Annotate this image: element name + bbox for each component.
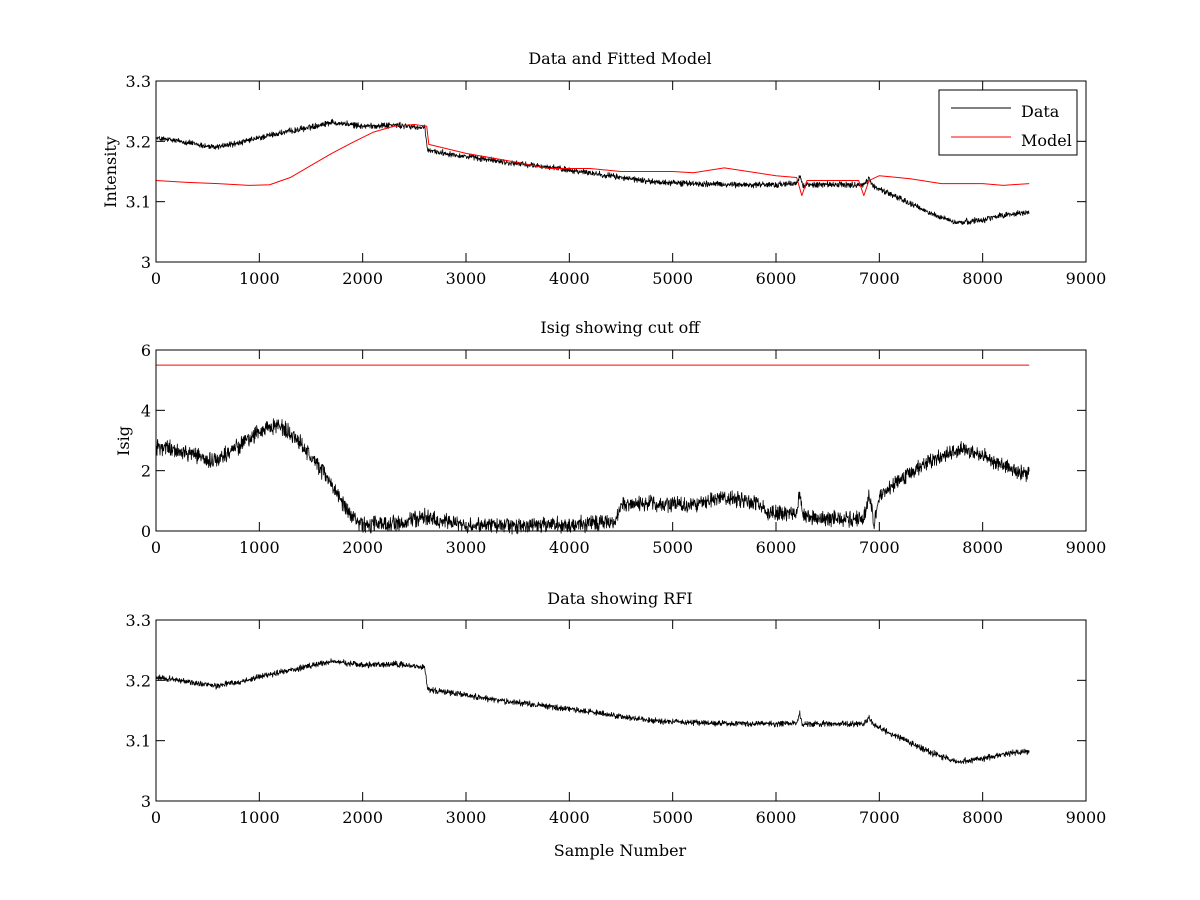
x-tick-label: 6000 xyxy=(756,808,797,827)
y-tick-label: 3.3 xyxy=(126,611,151,630)
x-tick-label: 8000 xyxy=(962,538,1003,557)
subplot-title: Data showing RFI xyxy=(547,589,692,608)
x-tick-label: 4000 xyxy=(549,538,590,557)
series-model-line xyxy=(155,123,1030,197)
y-tick-label: 3.1 xyxy=(126,193,151,212)
x-tick-label: 0 xyxy=(151,538,161,557)
axis-layer: 0 1000 2000 3000 4000 5000 6000 7000 8000 9000 3 3.… xyxy=(126,72,1107,288)
series-layer xyxy=(155,658,1030,765)
legend-label-data: Data xyxy=(1021,102,1060,121)
axis-layer: 0 1000 2000 3000 4000 5000 6000 7000 8000 9000 0 2 4… xyxy=(141,341,1107,557)
plot-frame xyxy=(155,349,1087,532)
x-tick-label: 3000 xyxy=(446,269,487,288)
x-tick-label: 7000 xyxy=(859,538,900,557)
series-layer xyxy=(155,118,1030,225)
x-tick-label: 9000 xyxy=(1066,538,1107,557)
x-tick-label: 2000 xyxy=(342,269,383,288)
subplot-title: Data and Fitted Model xyxy=(528,49,711,68)
x-tick-label: 9000 xyxy=(1066,269,1107,288)
x-axis-label: Sample Number xyxy=(554,841,687,860)
y-tick-label: 6 xyxy=(141,341,151,360)
x-tick-label: 0 xyxy=(151,269,161,288)
series-line xyxy=(155,658,1030,765)
plot-frame xyxy=(155,619,1087,802)
x-tick-label: 7000 xyxy=(859,269,900,288)
y-tick-label: 0 xyxy=(141,522,151,541)
x-tick-label: 5000 xyxy=(652,538,693,557)
x-tick-label: 4000 xyxy=(549,269,590,288)
y-axis-label: Intensity xyxy=(101,136,120,208)
y-tick-label: 3.1 xyxy=(126,732,151,751)
axis-layer: 0 1000 2000 3000 4000 5000 6000 7000 8000 9000 3 3.… xyxy=(126,611,1107,827)
y-axis-label: Isig xyxy=(114,426,133,456)
legend: Data Model xyxy=(938,89,1078,156)
y-tick-label: 2 xyxy=(141,462,151,481)
x-tick-label: 5000 xyxy=(652,269,693,288)
x-tick-label: 8000 xyxy=(962,269,1003,288)
subplot-isig: Isig showing cut off Isig 0 1000 2000 3000 4… xyxy=(114,318,1106,557)
y-tick-label: 4 xyxy=(141,401,151,420)
series-line xyxy=(155,418,1030,535)
x-tick-label: 1000 xyxy=(239,538,280,557)
subplot-model: Data and Fitted Model Intensity 0 1000 200… xyxy=(101,49,1106,288)
y-tick-label: 3 xyxy=(141,792,151,811)
series-layer xyxy=(155,364,1030,535)
legend-box xyxy=(938,89,1078,156)
x-tick-label: 3000 xyxy=(446,808,487,827)
x-tick-label: 2000 xyxy=(342,808,383,827)
legend-label-model: Model xyxy=(1021,131,1072,150)
x-tick-label: 0 xyxy=(151,808,161,827)
y-tick-label: 3.2 xyxy=(126,671,151,690)
x-tick-label: 2000 xyxy=(342,538,383,557)
y-tick-label: 3 xyxy=(141,253,151,272)
x-tick-label: 1000 xyxy=(239,269,280,288)
x-tick-label: 7000 xyxy=(859,808,900,827)
x-tick-label: 9000 xyxy=(1066,808,1107,827)
y-tick-label: 3.3 xyxy=(126,72,151,91)
subplot-title: Isig showing cut off xyxy=(540,318,701,337)
x-tick-label: 6000 xyxy=(756,538,797,557)
x-tick-label: 4000 xyxy=(549,808,590,827)
x-tick-label: 3000 xyxy=(446,538,487,557)
x-tick-label: 1000 xyxy=(239,808,280,827)
x-tick-label: 6000 xyxy=(756,269,797,288)
series-data-line xyxy=(155,118,1030,225)
subplot-rfi: Data showing RFI 0 1000 2000 3000 4000 5000 60… xyxy=(126,589,1107,860)
plot-frame xyxy=(155,80,1087,263)
x-tick-label: 8000 xyxy=(962,808,1003,827)
x-tick-label: 5000 xyxy=(652,808,693,827)
y-tick-label: 3.2 xyxy=(126,132,151,151)
